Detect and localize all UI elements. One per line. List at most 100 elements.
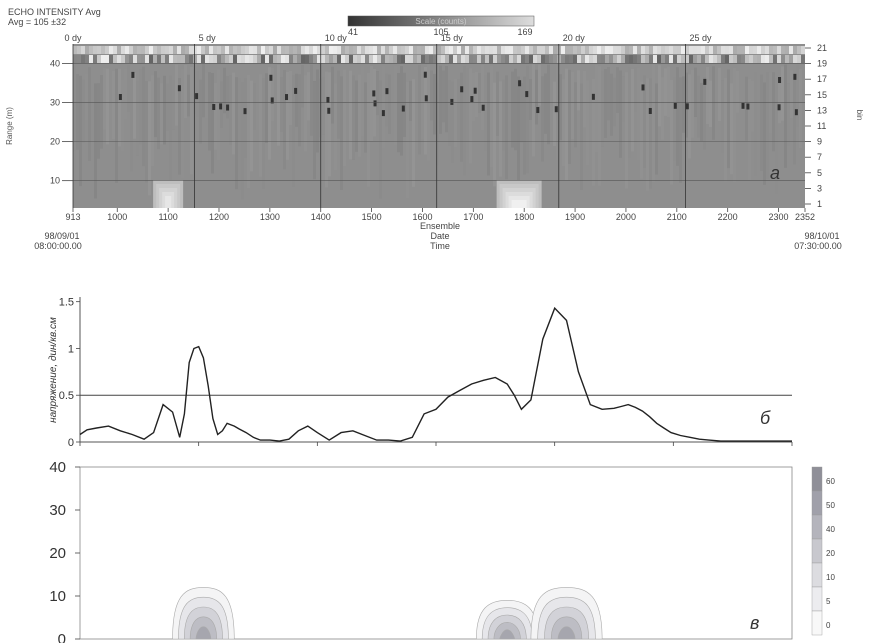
heatmap-stripe	[547, 64, 550, 145]
surface-cell	[481, 46, 485, 54]
surface-cell	[701, 55, 705, 63]
heatmap-stripe	[721, 80, 724, 154]
x-label-date: Date	[430, 231, 449, 241]
heatmap-stripe	[502, 79, 505, 151]
heatmap-stripe	[544, 73, 547, 134]
heatmap-stripe	[340, 76, 343, 191]
surface-cell	[185, 55, 189, 63]
x-label-ensemble: Ensemble	[420, 221, 460, 231]
heatmap-stripe	[205, 72, 208, 119]
surface-cell	[241, 46, 245, 54]
surface-cell	[777, 46, 781, 54]
heatmap-stripe	[637, 67, 640, 161]
surface-cell	[705, 46, 709, 54]
legend-level-label: 40	[826, 525, 835, 534]
surface-cell	[489, 55, 493, 63]
surface-cell	[373, 55, 377, 63]
heatmap-stripe	[76, 74, 79, 150]
heatmap-stripe	[616, 67, 619, 113]
surface-cell	[741, 46, 745, 54]
heatmap-stripe	[523, 76, 526, 175]
surface-cell	[725, 46, 729, 54]
heatmap-stripe	[490, 65, 493, 167]
heatmap-subtitle: Avg = 105 ±32	[8, 17, 67, 27]
bin-tick-label: 9	[817, 137, 822, 147]
surface-cell	[509, 46, 513, 54]
speckle	[243, 108, 247, 115]
heatmap-stripe	[301, 65, 304, 108]
speckle	[470, 96, 474, 103]
surface-cell	[433, 55, 437, 63]
x-tick-label: 1100	[158, 212, 177, 222]
surface-cell	[441, 46, 445, 54]
surface-cell	[421, 46, 425, 54]
surface-cell	[285, 46, 289, 54]
legend-level-label: 10	[826, 573, 835, 582]
heatmap-stripe	[391, 75, 394, 133]
heatmap-stripe	[355, 80, 358, 152]
start-date: 98/09/01	[44, 231, 79, 241]
heatmap-stripe	[553, 81, 556, 146]
heatmap-stripe	[157, 77, 160, 150]
surface-cell	[477, 55, 481, 63]
surface-cell	[109, 46, 113, 54]
surface-cell	[369, 46, 373, 54]
surface-cell	[453, 46, 457, 54]
heatmap-stripe	[244, 78, 247, 158]
surface-cell	[313, 46, 317, 54]
surface-cell	[169, 46, 173, 54]
heatmap-stripe	[460, 72, 463, 162]
contour-y-tick-label: 0	[58, 631, 66, 643]
surface-cell	[497, 46, 501, 54]
stress-series-line	[79, 306, 792, 442]
surface-cell	[773, 46, 777, 54]
surface-cell	[733, 46, 737, 54]
heatmap-stripe	[418, 65, 421, 155]
surface-cell	[565, 46, 569, 54]
surface-cell	[325, 55, 329, 63]
heatmap-stripe	[280, 77, 283, 132]
x-tick-label: 2000	[616, 212, 636, 222]
surface-cell	[665, 55, 669, 63]
speckle	[741, 102, 745, 109]
surface-cell	[465, 55, 469, 63]
top-tick-label: 15 dy	[441, 33, 464, 43]
surface-cell	[369, 55, 373, 63]
heatmap-stripe	[88, 67, 91, 161]
speckle	[269, 74, 273, 81]
surface-cell	[521, 55, 525, 63]
surface-cell	[173, 46, 177, 54]
heatmap-stripe	[346, 78, 349, 129]
surface-cell	[349, 55, 353, 63]
surface-cell	[529, 55, 533, 63]
surface-cell	[769, 46, 773, 54]
surface-cell	[377, 46, 381, 54]
surface-cell	[753, 55, 757, 63]
surface-cell	[193, 46, 197, 54]
legend-level-label: 50	[826, 501, 835, 510]
surface-cell	[549, 55, 553, 63]
surface-cell	[381, 55, 385, 63]
heatmap-stripe	[223, 67, 226, 114]
surface-cell	[205, 55, 209, 63]
heatmap-stripe	[676, 67, 679, 166]
heatmap-stripe	[121, 79, 124, 152]
start-time: 08:00:00.00	[34, 241, 82, 251]
surface-cell	[641, 46, 645, 54]
surface-cell	[117, 46, 121, 54]
heatmap-stripe	[541, 76, 544, 162]
heatmap-stripe	[589, 80, 592, 144]
surface-cell	[501, 46, 505, 54]
surface-cell	[725, 55, 729, 63]
heatmap-stripe	[565, 68, 568, 181]
y-tick-label: 30	[50, 98, 60, 108]
heatmap-stripe	[508, 76, 511, 145]
surface-cell	[677, 46, 681, 54]
heatmap-stripe	[232, 72, 235, 155]
heatmap-stripe	[109, 67, 112, 134]
surface-cell	[585, 55, 589, 63]
x-tick-label: 1000	[107, 212, 127, 222]
heatmap-stripe	[448, 80, 451, 146]
heatmap-stripe	[133, 72, 136, 139]
surface-cell	[453, 55, 457, 63]
